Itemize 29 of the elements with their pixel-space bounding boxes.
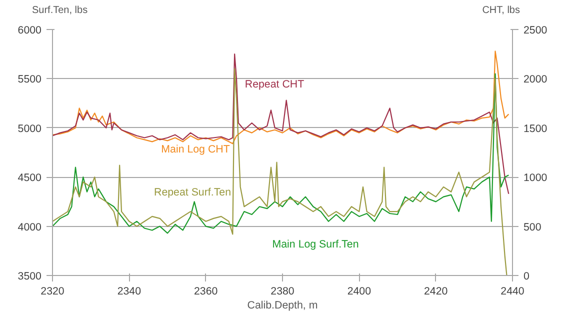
- y2-tick-label: 2500: [524, 24, 548, 36]
- y-tick-label: 5500: [18, 74, 42, 86]
- line-series: [52, 73, 510, 234]
- y-tick-label: 5000: [18, 122, 42, 135]
- y2-tick-label: 1000: [524, 172, 548, 184]
- x-tick-label: 2440: [500, 286, 524, 298]
- x-tick-label: 2420: [424, 286, 448, 298]
- y2-axis-title: CHT, lbs: [482, 4, 520, 18]
- y2-tick-label: 2000: [524, 74, 548, 86]
- y-tick-label: 6000: [18, 24, 42, 36]
- x-axis-title: Calib.Depth, m: [247, 300, 318, 312]
- series-label: Main Log CHT: [161, 144, 230, 156]
- x-tick-label: 2340: [117, 286, 142, 298]
- y2-tick-label: 0: [524, 270, 530, 282]
- series-label: Repeat Surf.Ten: [154, 186, 232, 198]
- x-tick-label: 2400: [347, 286, 372, 298]
- y2-tick-label: 1500: [524, 122, 548, 135]
- y-tick-label: 4000: [18, 221, 42, 234]
- y2-tick-label: 500: [524, 221, 542, 234]
- y-tick-label: 4500: [18, 172, 42, 184]
- line-series: [52, 68, 508, 276]
- x-tick-label: 2360: [194, 286, 218, 298]
- x-tick-label: 2320: [40, 286, 64, 298]
- x-tick-label: 2380: [270, 286, 294, 298]
- y-axis-title: Surf.Ten, lbs: [32, 4, 88, 18]
- text: Main Log Surf.Ten: [272, 238, 359, 250]
- line-series: [52, 50, 510, 144]
- y-tick-label: 3500: [18, 270, 42, 282]
- series-label: Repeat CHT: [244, 78, 305, 90]
